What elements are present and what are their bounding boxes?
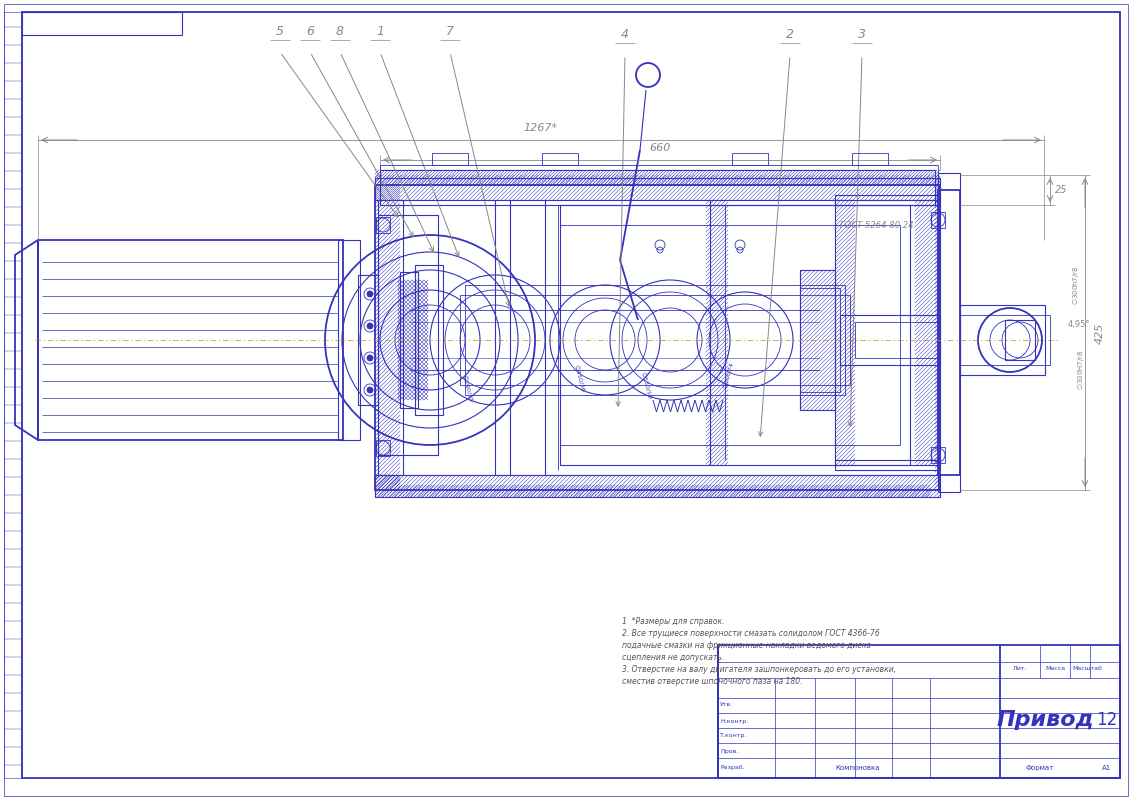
- Text: Н.контр.: Н.контр.: [720, 718, 748, 723]
- Text: Утв.: Утв.: [720, 702, 734, 707]
- Bar: [400, 272, 418, 408]
- Text: 12: 12: [1097, 711, 1117, 729]
- Bar: [375, 178, 940, 200]
- Bar: [800, 288, 840, 392]
- Bar: [415, 265, 443, 415]
- Bar: [376, 217, 391, 233]
- Bar: [338, 240, 360, 440]
- Bar: [560, 205, 910, 465]
- Text: 2. Все трущиеся поверхности смазать солидолом ГОСТ 4366-76: 2. Все трущиеся поверхности смазать соли…: [621, 630, 880, 638]
- Text: 3: 3: [858, 28, 866, 41]
- Circle shape: [367, 323, 374, 329]
- Text: А1: А1: [1103, 765, 1112, 771]
- Bar: [375, 185, 940, 490]
- Bar: [465, 285, 844, 395]
- Bar: [840, 315, 940, 365]
- Bar: [380, 165, 938, 200]
- Bar: [938, 173, 960, 492]
- Bar: [718, 645, 1120, 778]
- Bar: [38, 240, 343, 440]
- Text: 4: 4: [621, 28, 629, 41]
- Text: Формат: Формат: [1026, 765, 1054, 771]
- Text: Лит.: Лит.: [1013, 666, 1027, 670]
- Text: 425: 425: [1095, 322, 1105, 344]
- Text: $\varnothing$450/36: $\varnothing$450/36: [572, 363, 589, 393]
- Text: 6: 6: [306, 25, 314, 38]
- Bar: [460, 295, 850, 385]
- Bar: [835, 200, 940, 465]
- Bar: [800, 270, 835, 410]
- Bar: [560, 225, 900, 445]
- Text: 1  *Размеры для справок.: 1 *Размеры для справок.: [621, 618, 724, 626]
- Text: 2: 2: [786, 28, 794, 41]
- Text: сцепления не допускать.: сцепления не допускать.: [621, 654, 724, 662]
- Text: Привод: Привод: [996, 710, 1094, 730]
- Text: Разраб.: Разраб.: [720, 766, 745, 770]
- Bar: [378, 215, 438, 455]
- Bar: [376, 440, 391, 456]
- Text: Компоновка: Компоновка: [835, 765, 881, 771]
- Bar: [542, 153, 578, 165]
- Text: $\varnothing$290/35: $\varnothing$290/35: [460, 373, 477, 403]
- Circle shape: [367, 387, 374, 393]
- Text: 5: 5: [276, 25, 284, 38]
- Bar: [931, 212, 945, 228]
- Text: 1: 1: [376, 25, 384, 38]
- Bar: [931, 447, 945, 463]
- Text: 4,95°: 4,95°: [1067, 321, 1090, 330]
- Text: Пров.: Пров.: [720, 749, 738, 754]
- Bar: [378, 200, 403, 475]
- Text: 25: 25: [1055, 185, 1067, 195]
- Text: Масса: Масса: [1045, 666, 1065, 670]
- Text: ГОСТ 5264-80.24: ГОСТ 5264-80.24: [840, 221, 914, 230]
- Text: 8: 8: [336, 25, 344, 38]
- Bar: [432, 153, 468, 165]
- Bar: [5, 12, 22, 778]
- Text: подачные смазки на фрикционные накладки ведомого диска: подачные смазки на фрикционные накладки …: [621, 642, 871, 650]
- Bar: [835, 460, 940, 470]
- Bar: [732, 153, 767, 165]
- Text: 3. Отверстие на валу двигателя зашпонкеровать до его установки,: 3. Отверстие на валу двигателя зашпонкер…: [621, 666, 897, 674]
- Text: $\varnothing$300/74: $\varnothing$300/74: [720, 360, 736, 390]
- Bar: [960, 315, 1050, 365]
- Bar: [855, 322, 940, 358]
- Text: сместив отверстие шпоночного паза на 180.: сместив отверстие шпоночного паза на 180…: [621, 678, 803, 686]
- Bar: [1005, 320, 1035, 360]
- Bar: [375, 475, 940, 497]
- Text: $\varnothing$550/10: $\varnothing$550/10: [638, 370, 655, 400]
- Bar: [22, 12, 182, 35]
- Bar: [938, 190, 960, 475]
- Text: 660: 660: [650, 143, 670, 153]
- Bar: [852, 153, 887, 165]
- Bar: [380, 170, 935, 205]
- Circle shape: [367, 355, 374, 361]
- Bar: [960, 305, 1045, 375]
- Text: Т.контр.: Т.контр.: [720, 734, 747, 738]
- Text: Масштаб: Масштаб: [1072, 666, 1101, 670]
- Text: $\varnothing$300h7/r8: $\varnothing$300h7/r8: [1070, 266, 1081, 305]
- Text: 7: 7: [446, 25, 454, 38]
- Circle shape: [367, 291, 374, 297]
- Text: $\varnothing$300H7/r8: $\varnothing$300H7/r8: [1075, 350, 1086, 390]
- Text: 1267*: 1267*: [524, 123, 558, 133]
- Bar: [835, 195, 940, 205]
- Bar: [358, 275, 378, 405]
